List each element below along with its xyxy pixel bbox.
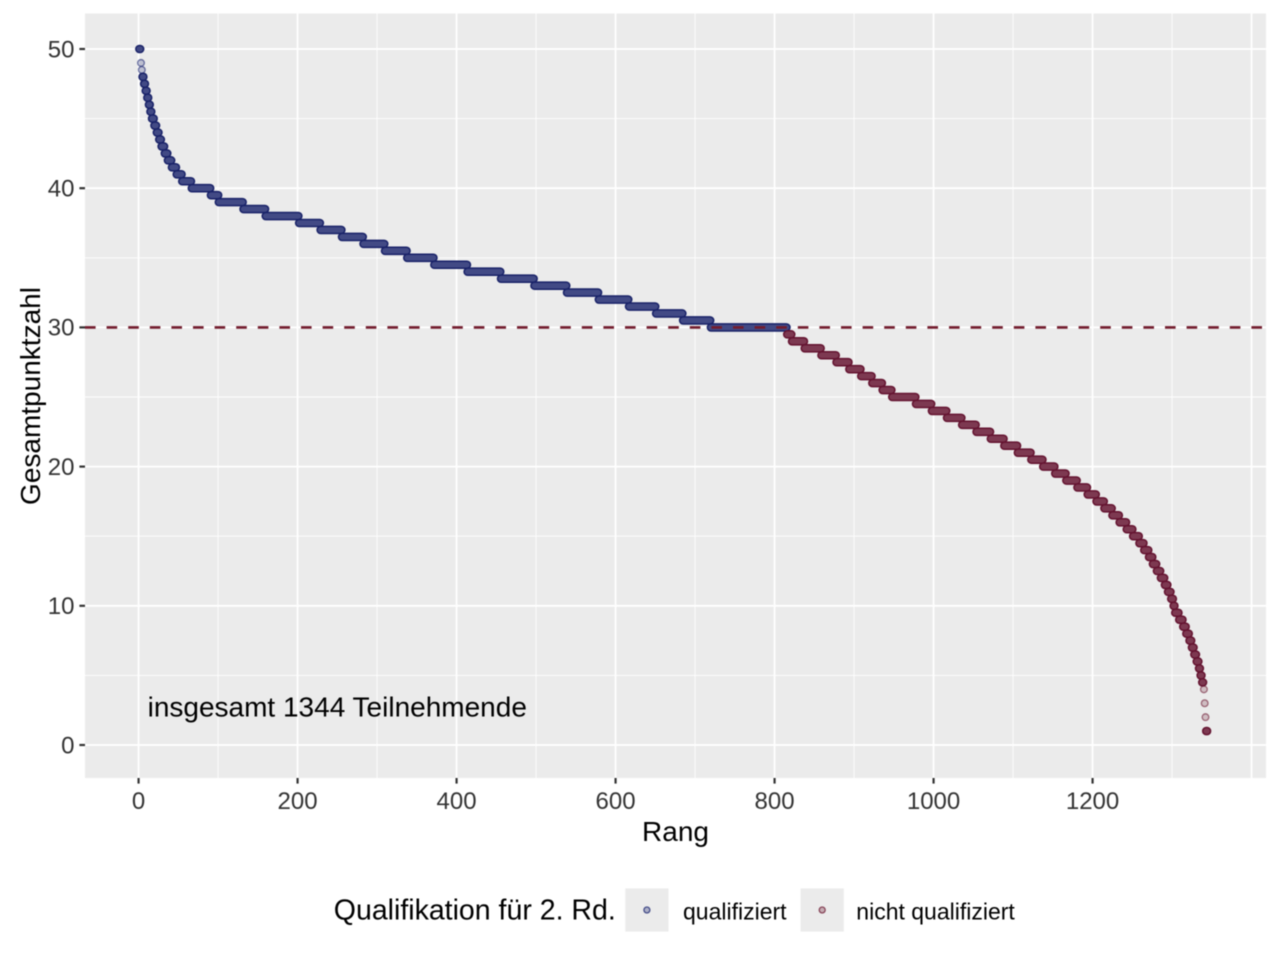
svg-text:600: 600 — [596, 788, 636, 815]
svg-text:Gesamtpunktzahl: Gesamtpunktzahl — [15, 287, 46, 505]
svg-text:50: 50 — [48, 36, 75, 63]
svg-text:200: 200 — [278, 788, 318, 815]
svg-text:800: 800 — [755, 788, 795, 815]
svg-text:20: 20 — [48, 454, 75, 481]
svg-text:40: 40 — [48, 176, 75, 203]
svg-text:insgesamt 1344 Teilnehmende: insgesamt 1344 Teilnehmende — [148, 692, 527, 723]
svg-text:30: 30 — [48, 315, 75, 342]
svg-text:400: 400 — [437, 788, 477, 815]
svg-text:1200: 1200 — [1066, 788, 1119, 815]
svg-text:10: 10 — [48, 593, 75, 620]
svg-text:0: 0 — [61, 732, 74, 759]
svg-text:1000: 1000 — [907, 788, 960, 815]
svg-text:0: 0 — [132, 788, 145, 815]
svg-text:Qualifikation für 2. Rd.: Qualifikation für 2. Rd. — [334, 894, 616, 926]
svg-text:Rang: Rang — [642, 816, 709, 847]
svg-text:nicht qualifiziert: nicht qualifiziert — [856, 898, 1015, 924]
svg-text:qualifiziert: qualifiziert — [683, 898, 787, 924]
